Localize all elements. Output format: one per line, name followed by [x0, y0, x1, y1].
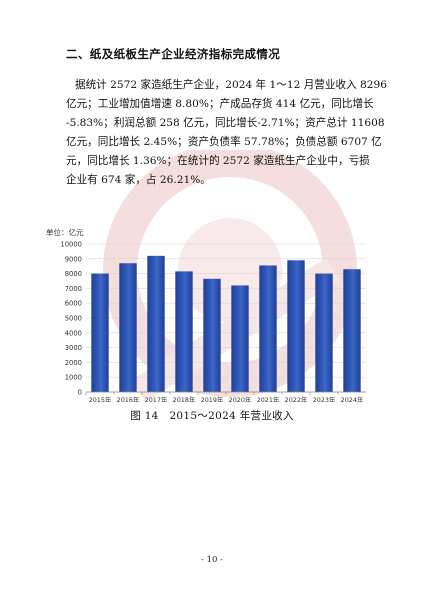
bar [175, 271, 193, 392]
x-tick-label: 2015年 [89, 395, 112, 402]
x-tick-label: 2020年 [229, 395, 252, 402]
x-tick-label: 2016年 [117, 395, 140, 402]
y-unit-label: 单位：亿元 [46, 227, 84, 237]
bar [315, 273, 333, 392]
x-tick-label: 2018年 [173, 395, 196, 402]
bar [259, 265, 277, 392]
y-tick-label: 1000 [65, 374, 82, 382]
y-tick-label: 3000 [65, 344, 82, 352]
x-tick-label: 2021年 [257, 395, 280, 402]
x-tick-label: 2023年 [313, 395, 336, 402]
bar [203, 278, 221, 392]
y-tick-label: 9000 [65, 255, 82, 263]
y-tick-label: 5000 [65, 315, 82, 323]
x-tick-label: 2022年 [285, 395, 308, 402]
paragraph-line: 企业有 674 家，占 26.21%。 [66, 174, 211, 186]
y-tick-label: 10000 [60, 241, 82, 249]
y-tick-label: 8000 [65, 270, 82, 278]
bar [119, 263, 137, 392]
revenue-bar-chart: 单位：亿元 0 1000 2000 3000 4000 5000 6000 7000 8000 9… [46, 227, 366, 402]
bar [91, 273, 109, 392]
paragraph-line: 据统计 2572 家造纸生产企业，2024 年 1～12 月营业收入 8296 [75, 79, 387, 91]
paragraph-line: -5.83%；利润总额 258 亿元，同比增长-2.71%；资产总计 11608 [66, 117, 385, 129]
y-tick-label: 4000 [65, 329, 82, 337]
paragraph-line: 亿元，同比增长 2.45%；资产负债率 57.78%；负债总额 6707 亿 [66, 136, 382, 148]
x-tick-label: 2024年 [341, 395, 364, 402]
x-tick-label: 2017年 [145, 395, 168, 402]
x-tick-label: 2019年 [201, 395, 224, 402]
bar [287, 260, 305, 392]
bar [231, 285, 249, 392]
bar [147, 255, 165, 392]
page-number: - 10 - [201, 555, 223, 565]
section-heading: 二、纸及纸板生产企业经济指标完成情况 [66, 47, 281, 61]
summary-paragraph: 据统计 2572 家造纸生产企业，2024 年 1～12 月营业收入 8296 … [66, 76, 387, 190]
y-tick-label: 0 [78, 389, 82, 397]
y-tick-label: 2000 [65, 359, 82, 367]
figure-caption: 图 14 2015～2024 年营业收入 [130, 410, 294, 422]
paragraph-line: 元，同比增长 1.36%；在统计的 2572 家造纸生产企业中，亏损 [66, 155, 370, 167]
y-tick-label: 7000 [65, 285, 82, 293]
paragraph-line: 亿元；工业增加值增速 8.80%；产成品存货 414 亿元，同比增长 [66, 98, 374, 110]
y-tick-label: 6000 [65, 300, 82, 308]
bar [343, 269, 361, 392]
